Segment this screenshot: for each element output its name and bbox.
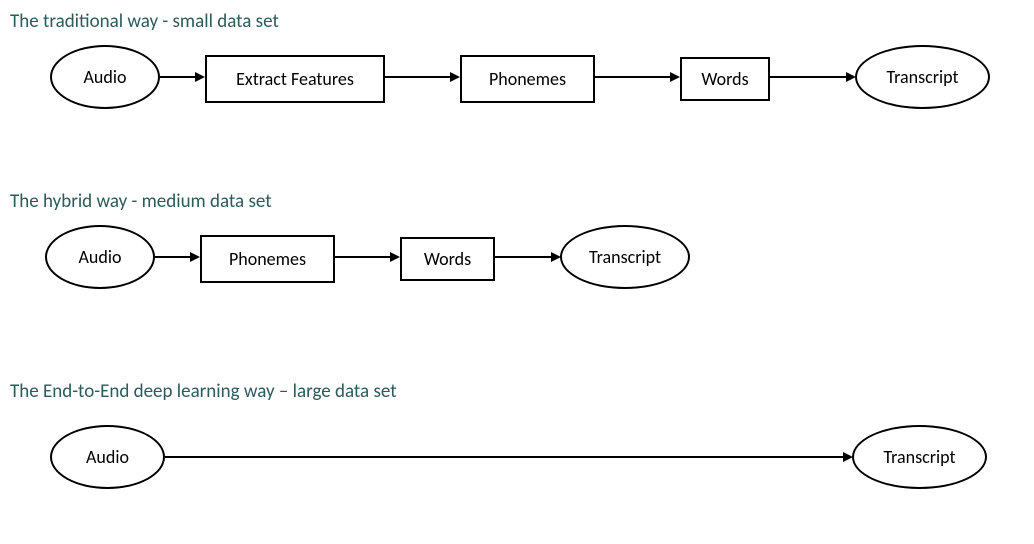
node-transcript: Transcript	[560, 225, 690, 289]
section-hybrid: The hybrid way - medium data set	[10, 190, 1024, 221]
node-phonemes: Phonemes	[200, 235, 335, 283]
edge	[335, 256, 390, 258]
section-end-to-end: The End-to-End deep learning way – large…	[10, 380, 1024, 411]
flow-hybrid: Audio Phonemes Words Transcript	[0, 225, 1034, 315]
node-words: Words	[400, 237, 495, 281]
edge	[770, 76, 846, 78]
flow-traditional: Audio Extract Features Phonemes Words Tr…	[0, 45, 1034, 135]
node-label: Audio	[86, 446, 129, 468]
node-words: Words	[680, 57, 770, 101]
edge	[385, 76, 450, 78]
section-title-traditional: The traditional way - small data set	[10, 10, 1024, 33]
section-title-end-to-end: The End-to-End deep learning way – large…	[10, 380, 1024, 403]
arrow-head-icon	[846, 72, 856, 82]
edge	[595, 76, 670, 78]
node-phonemes: Phonemes	[460, 55, 595, 103]
node-transcript: Transcript	[855, 45, 990, 109]
node-audio: Audio	[50, 425, 165, 489]
node-audio: Audio	[50, 45, 160, 109]
edge	[160, 76, 195, 78]
edge	[165, 456, 843, 458]
arrow-head-icon	[670, 72, 680, 82]
node-label: Words	[701, 68, 748, 90]
node-label: Extract Features	[236, 68, 354, 90]
node-label: Audio	[79, 246, 122, 268]
node-label: Audio	[84, 66, 127, 88]
arrow-head-icon	[843, 452, 853, 462]
node-label: Transcript	[589, 246, 661, 268]
flow-end-to-end: Audio Transcript	[0, 425, 1034, 515]
node-label: Words	[424, 248, 471, 270]
node-audio: Audio	[45, 225, 155, 289]
arrow-head-icon	[551, 252, 561, 262]
node-label: Phonemes	[229, 248, 306, 270]
arrow-head-icon	[450, 72, 460, 82]
arrow-head-icon	[190, 252, 200, 262]
node-label: Transcript	[886, 66, 958, 88]
node-label: Phonemes	[489, 68, 566, 90]
section-title-hybrid: The hybrid way - medium data set	[10, 190, 1024, 213]
arrow-head-icon	[195, 72, 205, 82]
node-label: Transcript	[883, 446, 955, 468]
arrow-head-icon	[390, 252, 400, 262]
node-transcript: Transcript	[852, 425, 987, 489]
node-extract-features: Extract Features	[205, 55, 385, 103]
edge	[495, 256, 551, 258]
edge	[155, 256, 190, 258]
section-traditional: The traditional way - small data set	[10, 10, 1024, 41]
